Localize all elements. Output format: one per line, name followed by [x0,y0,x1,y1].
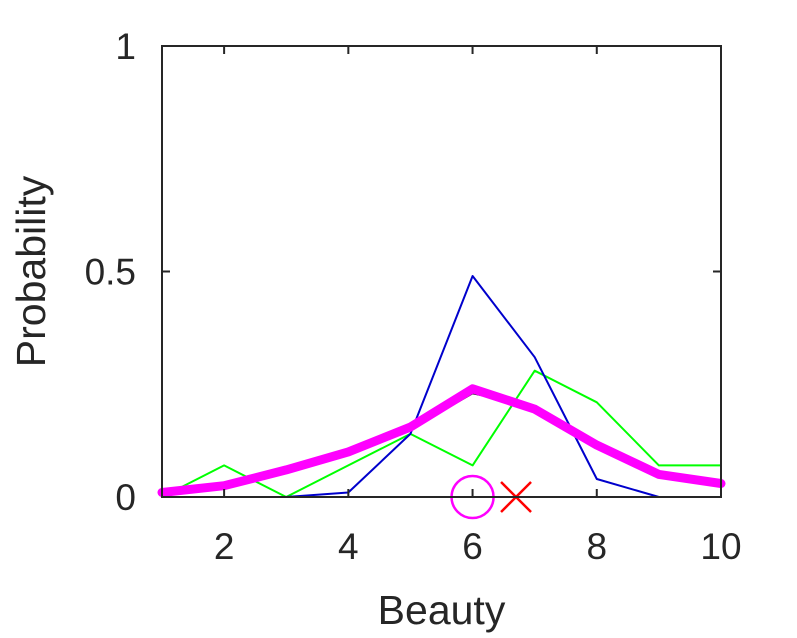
series-line-3 [157,384,726,497]
x-axis-label: Beauty [378,587,506,633]
y-tick-label: 1 [115,26,136,67]
x-tick-label: 8 [586,526,607,567]
y-axis-label: Probability [8,175,54,367]
x-tick-label: 6 [462,526,483,567]
x-tick-label: 10 [700,526,741,567]
x-tick-label: 4 [338,526,359,567]
y-tick-label: 0.5 [85,252,136,293]
x-tick-label: 2 [214,526,235,567]
y-tick-label: 0 [115,477,136,518]
x-axis: 2 4 6 8 10 [214,46,742,567]
y-axis: 00.51 [85,26,721,518]
